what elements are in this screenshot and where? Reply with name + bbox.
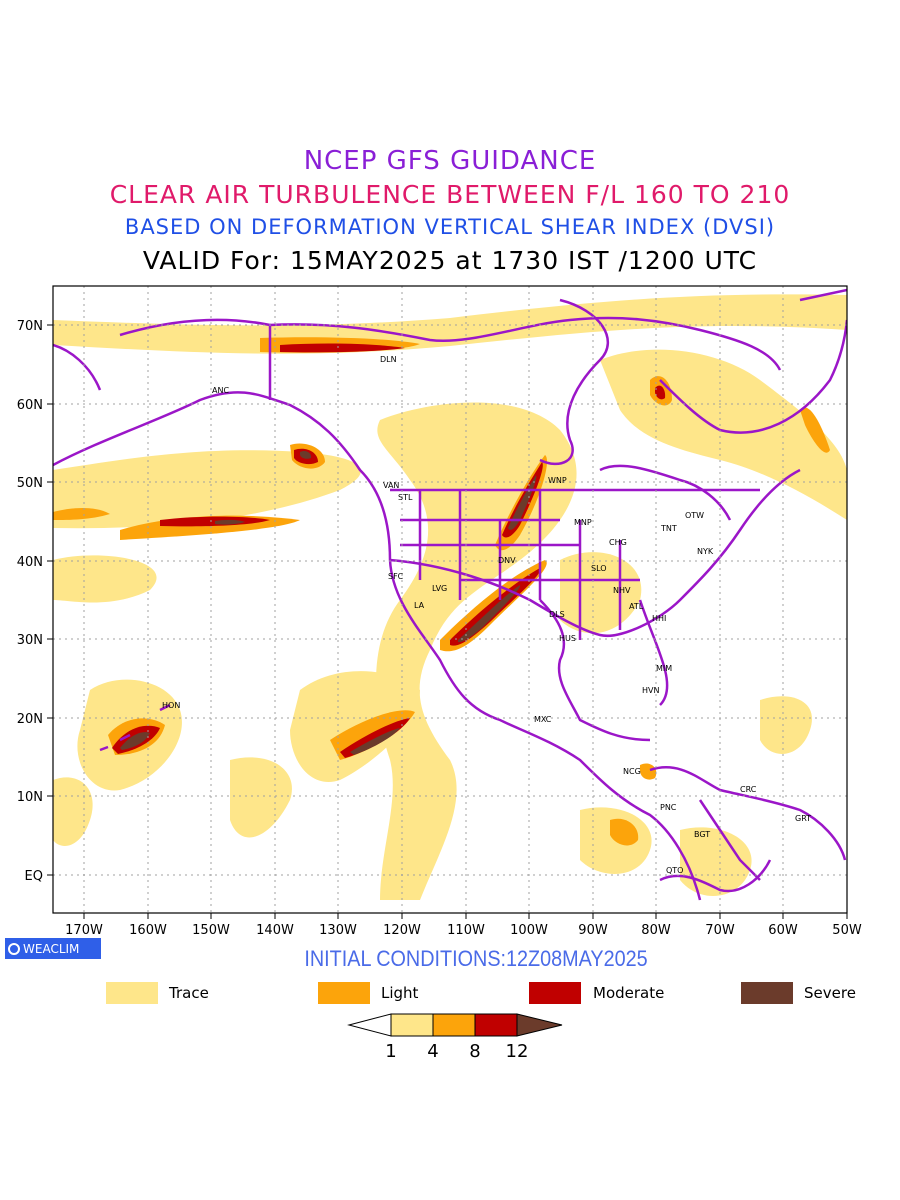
city-hon: HON — [162, 701, 180, 710]
title-line-3: BASED ON DEFORMATION VERTICAL SHEAR INDE… — [124, 215, 776, 239]
colorbar-tick-8: 8 — [469, 1041, 480, 1062]
colorbar-trace — [390, 1013, 434, 1037]
city-bgt: BGT — [694, 830, 710, 839]
city-nyk: NYK — [697, 547, 714, 556]
city-slo: SLO — [591, 564, 607, 573]
logo-ring-icon — [8, 942, 20, 955]
city-la: LA — [414, 601, 425, 610]
lon-label-110w: 110W — [447, 923, 485, 938]
boundaries — [53, 288, 847, 901]
lon-label-170w: 170W — [65, 923, 103, 938]
city-lvg: LVG — [432, 584, 447, 593]
lon-label-130w: 130W — [319, 923, 357, 938]
title-line-2: CLEAR AIR TURBULENCE BETWEEN F/L 160 TO … — [109, 180, 791, 209]
city-ncg: NCG — [623, 767, 641, 776]
city-mxc: MXC — [534, 715, 552, 724]
city-dnv: DNV — [498, 556, 516, 565]
lon-label-100w: 100W — [510, 923, 548, 938]
lat-label-eq: EQ — [25, 869, 43, 884]
colorbar-high-arrow — [516, 1013, 563, 1037]
lon-label-60w: 60W — [768, 923, 798, 938]
valid-time: VALID For: 15MAY2025 at 1730 IST /1200 U… — [142, 246, 758, 275]
city-dln: DLN — [380, 355, 397, 364]
colorbar-moderate — [474, 1013, 518, 1037]
colorbar-light — [432, 1013, 476, 1037]
city-dls: DLS — [549, 610, 565, 619]
legend-label-severe: Severe — [804, 984, 856, 1002]
city-anc: ANC — [212, 386, 229, 395]
city-nhv: NHV — [613, 586, 631, 595]
title-line-1: NCEP GFS GUIDANCE — [303, 146, 597, 176]
city-van: VAN — [383, 481, 399, 490]
city-grt: GRT — [795, 814, 811, 823]
logo-text: WEACLIM — [23, 941, 80, 956]
legend-swatch-severe — [741, 982, 793, 1004]
legend-label-light: Light — [381, 984, 419, 1002]
lat-label-40n: 40N — [17, 555, 43, 570]
lon-label-70w: 70W — [705, 923, 735, 938]
colorbar-tick-1: 1 — [385, 1041, 396, 1062]
lon-label-80w: 80W — [641, 923, 671, 938]
city-sfc: SFC — [388, 572, 404, 581]
lon-label-140w: 140W — [256, 923, 294, 938]
weaclim-logo: WEACLIM — [5, 938, 101, 959]
city-hhi: HHI — [652, 614, 666, 623]
legend-label-moderate: Moderate — [593, 984, 665, 1002]
graticule — [53, 286, 847, 913]
colorbar-tick-4: 4 — [427, 1041, 438, 1062]
plot-frame — [52, 285, 848, 914]
lat-label-70n: 70N — [17, 319, 43, 334]
lon-label-50w: 50W — [832, 923, 862, 938]
initial-conditions: INITIAL CONDITIONS:12Z08MAY2025 — [304, 946, 648, 971]
colorbar: 1 4 8 12 — [347, 1013, 563, 1062]
lon-label-90w: 90W — [578, 923, 608, 938]
city-wnp: WNP — [548, 476, 567, 485]
legend-swatch-light — [318, 982, 370, 1004]
city-tnt: TNT — [660, 524, 677, 533]
lat-label-10n: 10N — [17, 790, 43, 805]
turbulence-shading — [53, 294, 847, 900]
city-stl: STL — [398, 493, 413, 502]
legend-label-trace: Trace — [169, 984, 209, 1002]
city-qto: QTO — [666, 866, 683, 875]
city-otw: OTW — [685, 511, 704, 520]
colorbar-low-arrow — [347, 1013, 392, 1037]
lat-label-30n: 30N — [17, 633, 43, 648]
city-mnp: MNP — [574, 518, 592, 527]
lat-label-50n: 50N — [17, 476, 43, 491]
city-labels: ANC DLN VAN STL WNP MNP TNT OTW CHG NYK … — [162, 355, 811, 875]
axis-ticks — [47, 324, 848, 919]
city-mim: MIM — [656, 664, 672, 673]
legend-swatch-trace — [106, 982, 158, 1004]
lon-label-150w: 150W — [192, 923, 230, 938]
city-crc: CRC — [740, 785, 757, 794]
lon-label-120w: 120W — [383, 923, 421, 938]
city-hus: HUS — [559, 634, 576, 643]
city-pnc: PNC — [660, 803, 677, 812]
city-chg: CHG — [609, 538, 627, 547]
colorbar-tick-12: 12 — [506, 1041, 529, 1062]
lon-label-160w: 160W — [129, 923, 167, 938]
city-hvn: HVN — [642, 686, 659, 695]
city-atl: ATL — [629, 602, 644, 611]
legend-swatch-moderate — [529, 982, 581, 1004]
lat-label-60n: 60N — [17, 398, 43, 413]
lat-label-20n: 20N — [17, 712, 43, 727]
